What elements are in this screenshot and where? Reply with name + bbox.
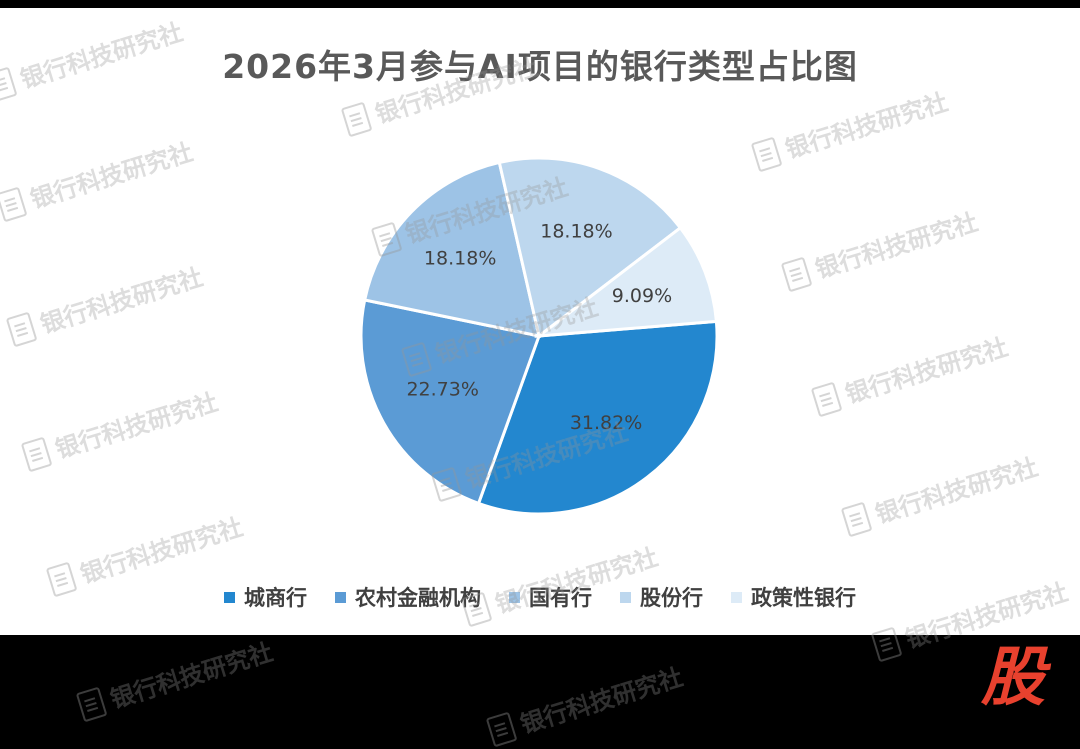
pie-slice-5 [534,225,719,338]
data-label-2: 22.73% [406,378,478,400]
legend-label: 股份行 [640,586,703,610]
legend-label: 国有行 [529,586,592,610]
legend-swatch [335,591,346,603]
data-label-4: 18.18% [540,221,612,243]
legend-label: 政策性银行 [751,586,856,610]
pie-slice-2 [359,298,541,506]
pie-slice-4 [497,156,683,339]
chart-title: 2026年3月参与AI项目的银行类型占比图 [222,47,858,86]
pie-chart: 31.82% 22.73% 18.18% 18.18% 9.09% [359,156,719,516]
legend-swatch [224,591,235,603]
pie-slice-1 [476,319,719,516]
legend-item-1: 城商行 [224,582,307,612]
data-label-1: 31.82% [570,412,642,434]
legend-swatch [509,591,520,603]
legend-item-2: 农村金融机构 [335,582,481,612]
legend-swatch [620,591,631,603]
data-label-5: 9.09% [612,285,672,307]
logo-badge: 股 [981,641,1045,715]
legend: 城商行 农村金融机构 国有行 股份行 政策性银行 [0,582,1080,612]
legend-item-3: 国有行 [509,582,592,612]
legend-swatch [731,591,742,603]
pie-slice-3 [362,160,541,338]
legend-label: 城商行 [244,586,307,610]
legend-item-4: 股份行 [620,582,703,612]
legend-label: 农村金融机构 [355,586,481,610]
legend-item-5: 政策性银行 [731,582,856,612]
data-label-3: 18.18% [424,247,496,269]
